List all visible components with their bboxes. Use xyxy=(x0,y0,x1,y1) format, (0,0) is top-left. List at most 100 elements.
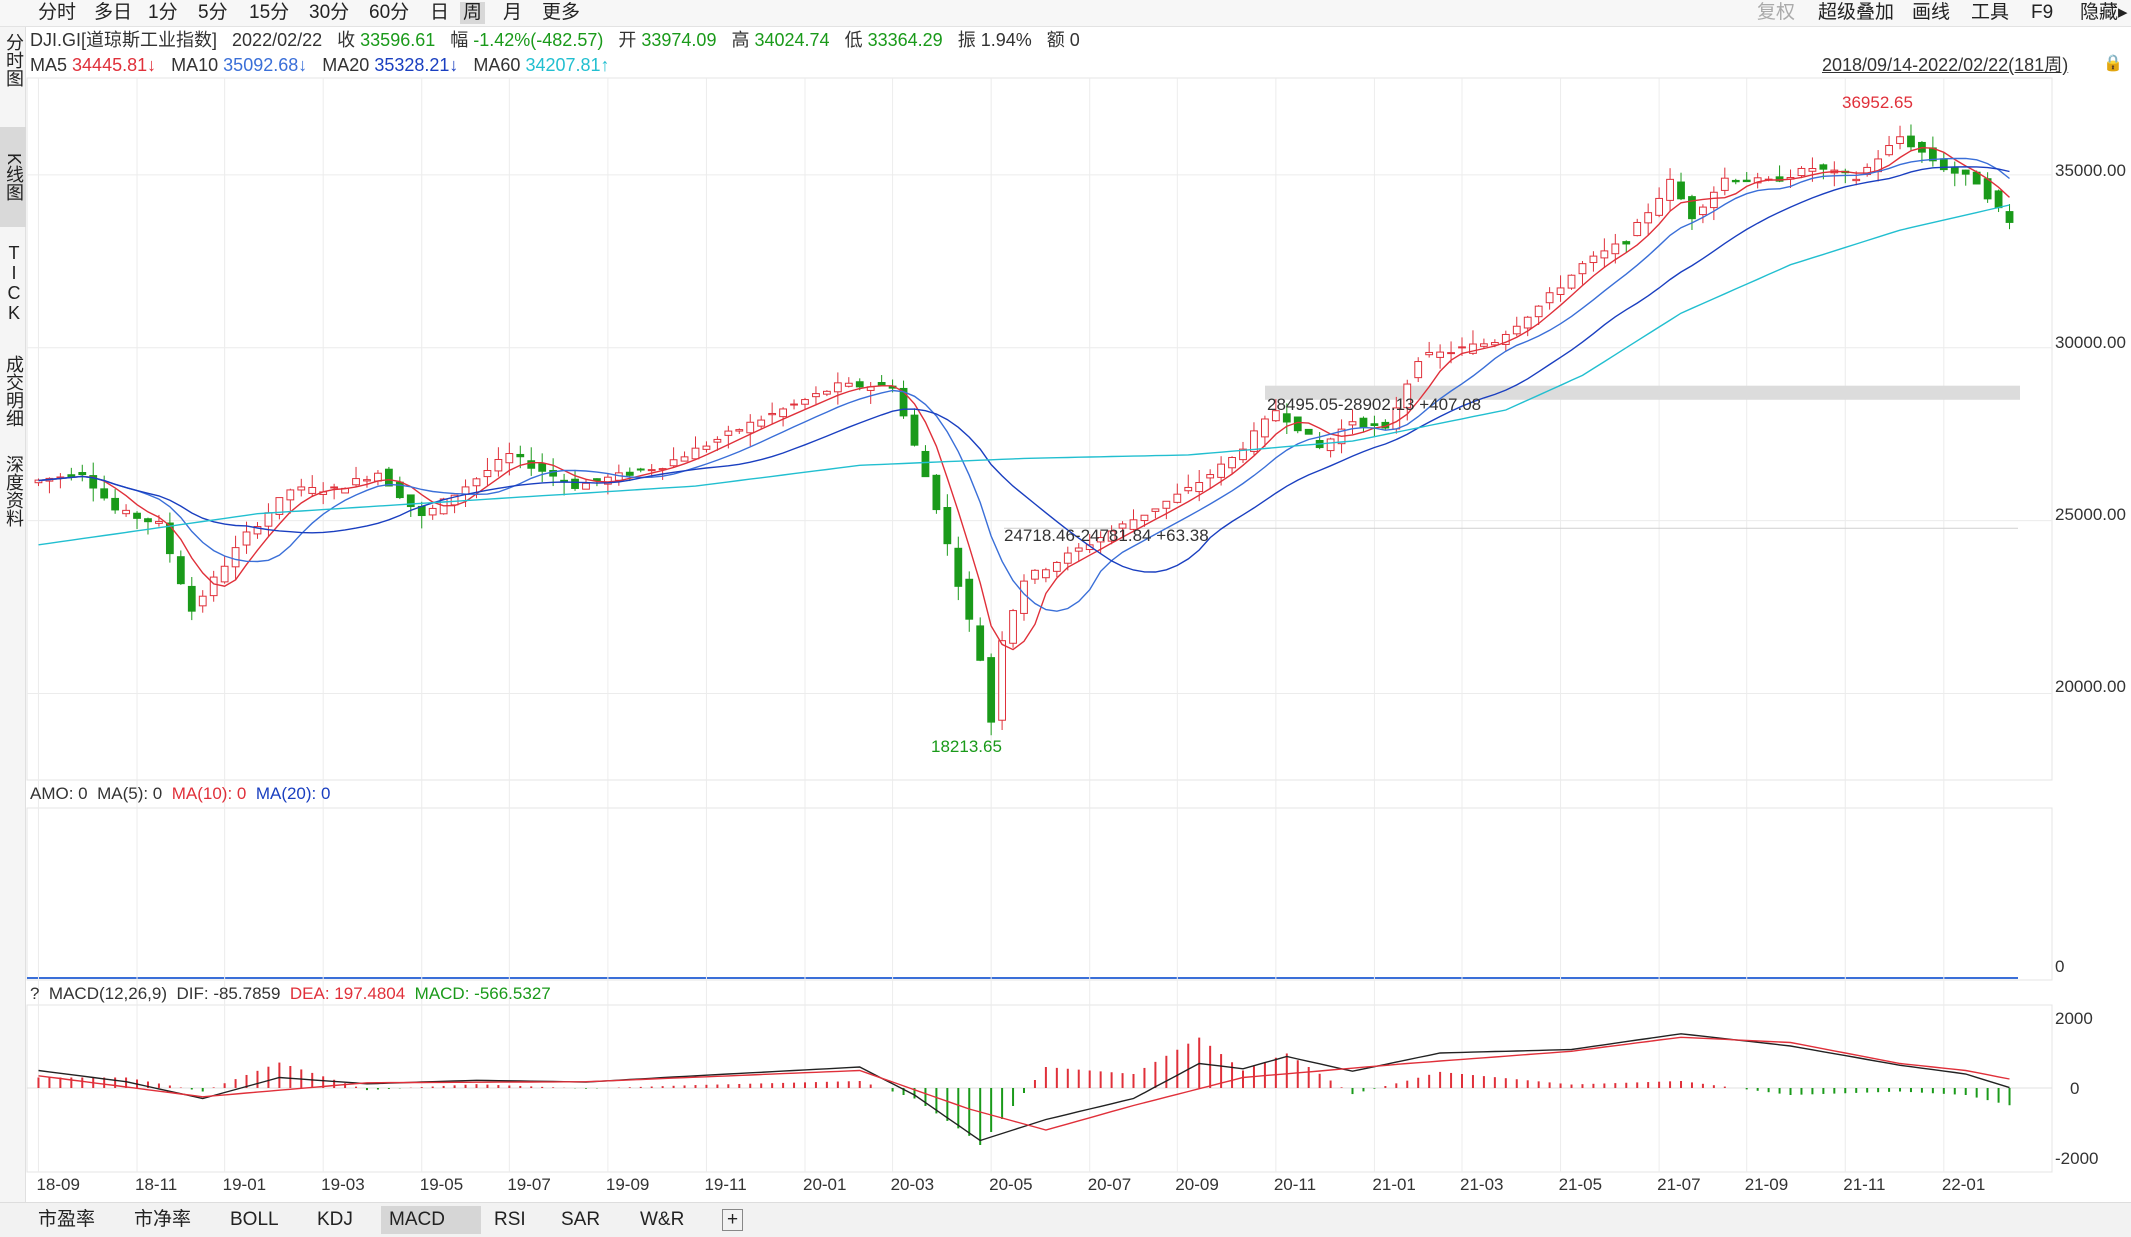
lock-icon[interactable]: 🔒 xyxy=(2103,55,2123,72)
candle-body xyxy=(494,458,503,472)
candle-body xyxy=(1217,463,1225,478)
amo-label: AMO: 0 xyxy=(30,784,88,803)
candle-body xyxy=(724,430,733,436)
candle-body xyxy=(2005,211,2014,223)
candle-body xyxy=(1556,287,1565,295)
candle-body xyxy=(1370,423,1379,426)
candle-body xyxy=(1512,325,1521,335)
tab-pe[interactable]: 市盈率 xyxy=(38,1209,96,1230)
candle-body xyxy=(297,486,306,491)
candle-body xyxy=(932,474,941,511)
amo-legend: AMO: 0 MA(5): 0 MA(10): 0 MA(20): 0 xyxy=(30,783,330,805)
side-tab-trades[interactable]: 成交明细 xyxy=(4,355,24,427)
candle-body xyxy=(264,512,273,527)
tab-kdj[interactable]: KDJ xyxy=(317,1209,353,1230)
candle-body xyxy=(231,547,240,568)
candle-body xyxy=(1633,221,1642,237)
candle-body xyxy=(472,478,481,487)
super-overlay-button[interactable]: 超级叠加 xyxy=(1818,2,1895,23)
candle-body xyxy=(1742,179,1751,183)
candle-body xyxy=(1490,342,1499,346)
x-tick-label: 19-07 xyxy=(507,1175,551,1194)
candle-body xyxy=(1578,263,1587,275)
f9-button[interactable]: F9 xyxy=(2031,2,2054,23)
period-30min[interactable]: 30分 xyxy=(309,2,350,23)
x-tick-label: 22-01 xyxy=(1941,1175,1986,1194)
candle-body xyxy=(1052,561,1061,572)
candle-body xyxy=(1896,136,1904,144)
candle-body xyxy=(253,526,262,535)
tab-wr[interactable]: W&R xyxy=(640,1209,685,1230)
candle-body xyxy=(1808,168,1817,172)
tools-button[interactable]: 工具 xyxy=(1971,2,2010,23)
low-value: 33364.29 xyxy=(867,30,943,50)
candle-body xyxy=(1983,178,1992,200)
period-week[interactable]: 周 xyxy=(460,2,486,24)
candle-body xyxy=(111,497,120,511)
candle-body xyxy=(1425,351,1434,356)
candle-body xyxy=(1961,169,1970,175)
tab-sar[interactable]: SAR xyxy=(561,1209,601,1230)
draw-line-button[interactable]: 画线 xyxy=(1912,2,1951,23)
candle-body xyxy=(1261,418,1269,438)
candle-body xyxy=(823,390,831,395)
candle-body xyxy=(1545,292,1554,304)
candle-body xyxy=(1994,190,2003,209)
tab-rsi[interactable]: RSI xyxy=(494,1209,526,1230)
fuquan-button[interactable]: 复权 xyxy=(1757,2,1796,23)
candle-body xyxy=(691,447,700,460)
tab-boll[interactable]: BOLL xyxy=(230,1209,279,1230)
period-60min[interactable]: 60分 xyxy=(369,2,410,23)
side-tab-tick[interactable]: TICK xyxy=(4,243,24,323)
range-label[interactable]: 2018/09/14-2022/02/22(181周) xyxy=(1822,55,2069,75)
x-tick-label: 19-09 xyxy=(605,1175,650,1194)
x-tick-label: 19-03 xyxy=(321,1175,365,1194)
candle-body xyxy=(647,469,656,472)
add-indicator-button[interactable]: + xyxy=(722,1209,744,1231)
x-tick-label: 21-09 xyxy=(1744,1175,1789,1194)
period-day[interactable]: 日 xyxy=(430,2,450,23)
tab-macd[interactable]: MACD xyxy=(381,1206,481,1234)
hide-button[interactable]: 隐藏▸ xyxy=(2080,2,2128,23)
period-5min[interactable]: 5分 xyxy=(198,2,228,23)
period-fenshi[interactable]: 分时 xyxy=(38,2,77,23)
candle-body xyxy=(516,453,525,458)
tab-pb[interactable]: 市净率 xyxy=(134,1209,192,1230)
candle-body xyxy=(1523,316,1532,329)
candle-body xyxy=(987,657,996,723)
candle-body xyxy=(1567,274,1576,289)
side-tab-fenshi[interactable]: 分时图 xyxy=(4,33,24,87)
candle-body xyxy=(1458,346,1466,349)
candle-body xyxy=(144,518,152,523)
candle-body xyxy=(538,463,547,472)
ma10-value: 35092.68↓ xyxy=(223,55,308,75)
candle-body xyxy=(1611,243,1620,255)
candle-body xyxy=(1403,383,1412,409)
ma60-line xyxy=(38,204,2010,546)
high-label: 高 xyxy=(731,30,750,50)
macd-help-icon[interactable]: ? xyxy=(30,984,40,1003)
pane-1 xyxy=(26,807,2053,981)
symbol: DJI.GI[道琼斯工业指数] xyxy=(30,30,218,50)
amo-axis-0: 0 xyxy=(2055,957,2065,976)
chg-label: 幅 xyxy=(450,30,469,50)
period-15min[interactable]: 15分 xyxy=(249,2,290,23)
period-more[interactable]: 更多 xyxy=(542,2,581,23)
ma10-label: MA10 xyxy=(171,55,219,75)
candle-body xyxy=(330,486,339,489)
x-tick-label: 21-01 xyxy=(1372,1175,1416,1194)
period-month[interactable]: 月 xyxy=(503,2,523,23)
candle-body xyxy=(812,393,820,398)
candle-body xyxy=(1852,178,1861,182)
candle-body xyxy=(1950,167,1959,174)
candle-body xyxy=(1501,333,1510,345)
candle-body xyxy=(625,471,634,476)
period-1min[interactable]: 1分 xyxy=(148,2,178,23)
period-multiday[interactable]: 多日 xyxy=(94,2,133,23)
indicator-tabs: 市盈率 市净率 BOLL KDJ MACD RSI SAR W&R + xyxy=(0,1202,2131,1237)
candle-body xyxy=(1753,177,1762,184)
side-tab-depth[interactable]: 深度资料 xyxy=(4,455,24,527)
side-tab-kline[interactable]: K线图 xyxy=(0,127,26,227)
candle-body xyxy=(1304,428,1313,435)
